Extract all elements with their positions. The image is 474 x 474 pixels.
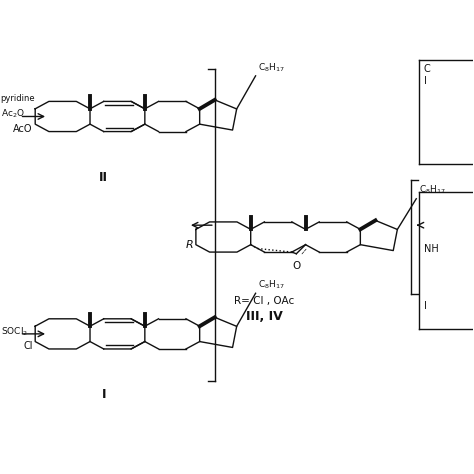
Text: R= Cl , OAc: R= Cl , OAc	[234, 296, 294, 306]
Text: Cl: Cl	[23, 341, 33, 351]
Text: C$_8$H$_{17}$: C$_8$H$_{17}$	[419, 184, 446, 196]
Text: R: R	[186, 240, 193, 250]
Text: I: I	[424, 76, 427, 86]
Text: Ac$_2$O: Ac$_2$O	[0, 108, 25, 120]
Text: O: O	[292, 261, 301, 271]
Text: SOCl$_2$: SOCl$_2$	[0, 325, 28, 338]
Text: I: I	[424, 301, 427, 311]
Text: III, IV: III, IV	[246, 310, 283, 323]
Text: AcO: AcO	[13, 124, 33, 134]
Text: NH: NH	[424, 244, 438, 254]
Text: C$_8$H$_{17}$: C$_8$H$_{17}$	[258, 61, 285, 73]
Text: C: C	[424, 64, 430, 74]
Text: I: I	[101, 388, 106, 401]
Text: II: II	[99, 171, 108, 184]
Text: C$_8$H$_{17}$: C$_8$H$_{17}$	[258, 278, 285, 291]
Text: pyridine: pyridine	[0, 94, 36, 103]
